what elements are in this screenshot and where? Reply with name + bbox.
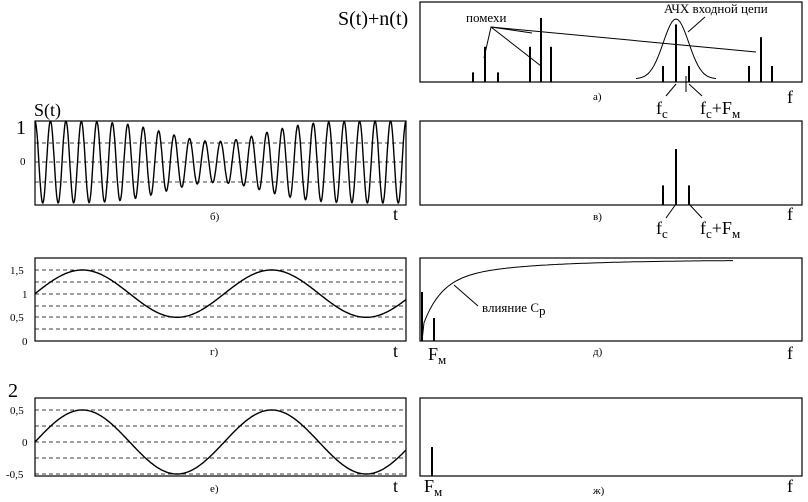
- label-fc-a: fc: [656, 98, 668, 121]
- axis-f-d: f: [787, 343, 793, 363]
- tick-b-0: 0: [20, 156, 26, 168]
- interference-trend-line: [490, 26, 757, 53]
- label-achx: АЧХ входной цепи: [664, 1, 768, 16]
- fcfm-leader-v: [688, 203, 703, 219]
- cp-influence-curve: [421, 260, 733, 342]
- label-s-t: S(t): [34, 100, 61, 121]
- panel-a: [419, 1, 803, 83]
- panel-zh: [419, 397, 803, 477]
- axis-t-b: t: [393, 204, 398, 224]
- caption-e: е): [210, 483, 219, 495]
- axis-t-g: t: [393, 341, 398, 361]
- label-influence: влияние Cр: [482, 300, 546, 318]
- fcfm-leader-a: [688, 83, 703, 97]
- caption-g: г): [210, 346, 219, 358]
- tick-e-0: 0: [22, 437, 28, 449]
- panel-e: [34, 397, 407, 477]
- cp-pointer: [453, 284, 479, 307]
- label-s-plus-n: S(t)+n(t): [338, 8, 408, 30]
- axis-f-v: f: [787, 204, 793, 224]
- label-fcfm-v: fc+Fм: [700, 218, 740, 241]
- label-pomekhi: помехи: [466, 10, 507, 25]
- achx-curve: [635, 18, 717, 80]
- tick-g-1: 1: [22, 289, 28, 301]
- pomekhi-arrow-right: [490, 26, 542, 67]
- caption-zh: ж): [592, 485, 605, 497]
- axis-t-e: t: [393, 476, 398, 496]
- tick-e-05: 0,5: [10, 405, 24, 417]
- tick-g-0: 0: [22, 336, 28, 348]
- signal-lines: [662, 24, 690, 82]
- caption-d: д): [593, 346, 603, 358]
- caption-v: в): [593, 211, 602, 223]
- label-fm-d: Fм: [428, 344, 446, 367]
- label-fm-zh: Fм: [424, 476, 442, 499]
- envelope-curve: [34, 269, 407, 318]
- label-1: 1: [16, 117, 26, 139]
- label-2: 2: [8, 380, 18, 402]
- label-fcfm-a: fc+Fм: [700, 98, 740, 121]
- am-signal-curve: [34, 119, 407, 205]
- tick-g-05: 0,5: [10, 312, 24, 324]
- caption-a: а): [593, 91, 602, 103]
- axis-f-a: f: [787, 87, 793, 107]
- panel-d: [419, 257, 803, 342]
- label-fc-v: fc: [656, 218, 668, 241]
- axis-f-zh: f: [787, 476, 793, 496]
- panel-g: [34, 257, 407, 342]
- spectrum-lines-v: [662, 149, 690, 205]
- fc-leader-a: [665, 83, 677, 97]
- achx-pointer: [687, 16, 706, 33]
- caption-b: б): [210, 211, 220, 223]
- tick-e-neg05: -0,5: [6, 469, 24, 481]
- panel-v: [419, 120, 803, 206]
- panel-b: [34, 120, 407, 206]
- fc-leader-v: [665, 203, 677, 219]
- tick-g-15: 1,5: [10, 265, 24, 277]
- ac-signal-curve: [34, 409, 407, 475]
